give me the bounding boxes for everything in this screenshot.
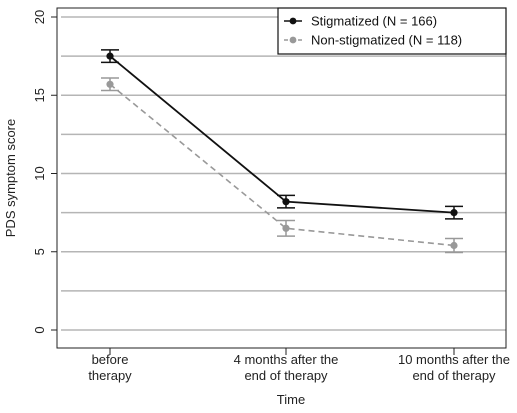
x-axis: before therapy 4 months after the end of th… [88, 348, 510, 383]
y-tick-label: 0 [32, 326, 47, 333]
y-axis-title: PDS symptom score [3, 119, 18, 237]
chart-series [101, 49, 463, 254]
y-gridlines [56, 7, 507, 349]
plot-frame [56, 7, 507, 349]
x-tick-label: 10 months after the end of therapy [398, 352, 510, 383]
y-tick-label: 10 [32, 166, 47, 180]
data-point [450, 209, 458, 217]
y-tick-label: 5 [32, 248, 47, 255]
y-tick-label: 20 [32, 10, 47, 24]
legend-label: Stigmatized (N = 166) [311, 14, 437, 29]
data-point [282, 224, 290, 232]
data-point [106, 80, 114, 88]
data-point [106, 52, 114, 60]
legend-box [277, 7, 507, 55]
legend-label: Non-stigmatized (N = 118) [311, 33, 462, 48]
legend: Stigmatized (N = 166) Non-stigmatized (N … [277, 7, 507, 55]
series-stigmatized [101, 49, 463, 220]
legend-marker [289, 17, 297, 25]
x-tick-label: 4 months after the end of therapy [234, 352, 339, 383]
series-non-stigmatized [101, 77, 463, 254]
y-tick-label: 15 [32, 88, 47, 102]
legend-marker [289, 36, 297, 44]
data-point [282, 198, 290, 206]
series-line [109, 83, 455, 247]
x-axis-title: Time [277, 392, 305, 407]
y-axis: 0 5 10 15 20 [32, 10, 57, 334]
data-point [450, 241, 458, 250]
x-tick-label: before therapy [88, 352, 132, 383]
